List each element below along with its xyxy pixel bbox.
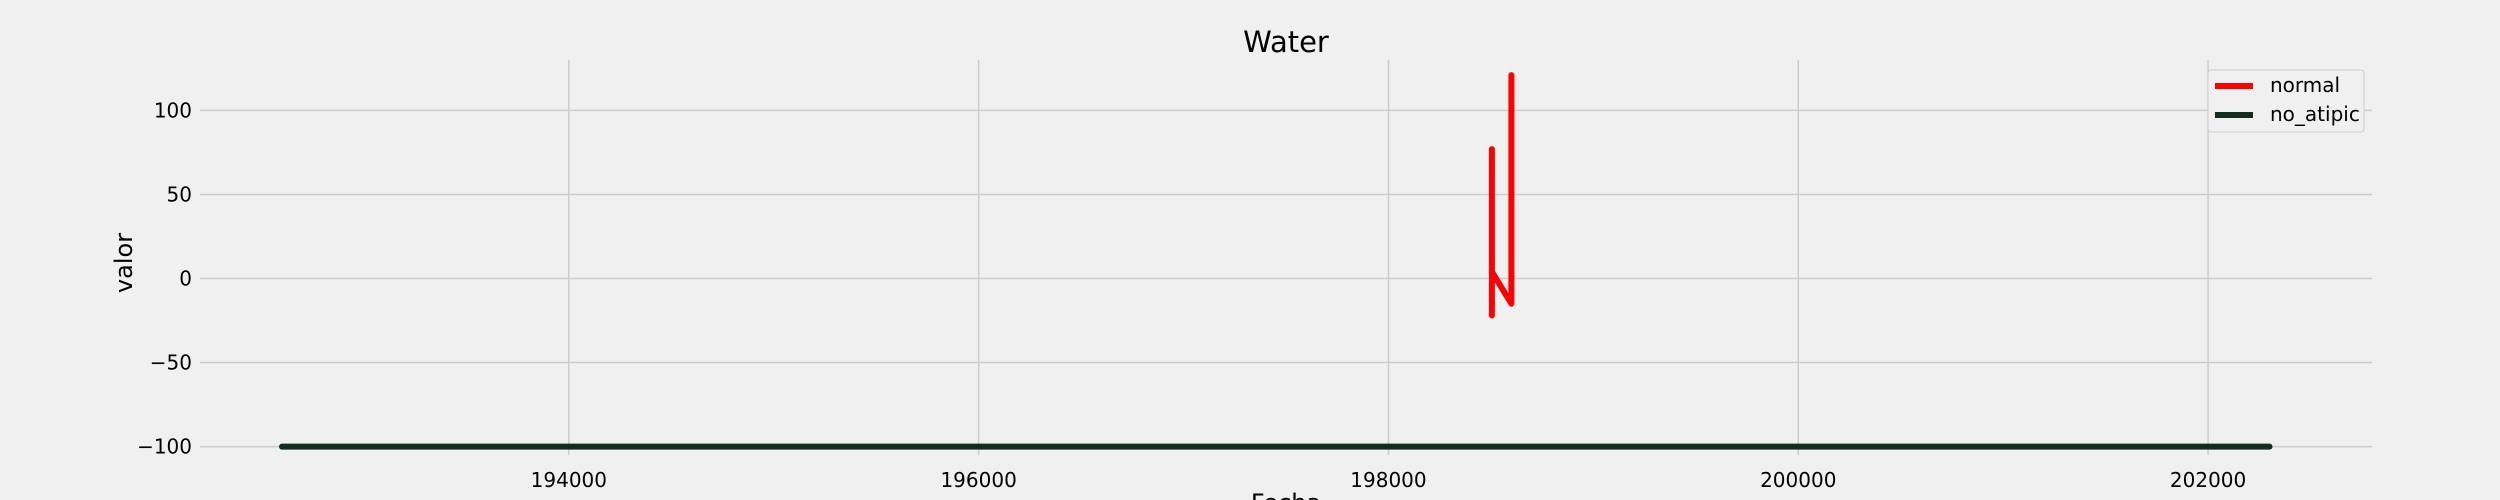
x-tick-label: 200000 [1760, 468, 1836, 492]
x-tick-label: 196000 [940, 468, 1016, 492]
y-tick-label: −50 [150, 351, 192, 375]
x-tick-label: 198000 [1350, 468, 1426, 492]
legend-label-normal: normal [2270, 73, 2340, 97]
legend-label-no-atipic: no_atipic [2270, 102, 2360, 126]
y-axis-label: valor [110, 233, 138, 293]
y-tick-label: 0 [179, 267, 192, 291]
plot-area [200, 60, 2372, 455]
x-tick-label: 194000 [531, 468, 607, 492]
y-tick-label: 50 [167, 182, 192, 206]
series-line-normal [1488, 72, 1515, 319]
x-tick-label: 202000 [2170, 468, 2246, 492]
x-axis-label: Fecha [1251, 489, 1321, 500]
series-layer [279, 72, 2273, 450]
chart-title: Water [1243, 25, 1329, 59]
legend: normal no_atipic [2207, 69, 2365, 133]
y-tick-label: −100 [137, 435, 192, 459]
y-tick-label: 100 [154, 98, 192, 122]
tick-labels: 194000 196000 198000 200000 202000 −100 −50 0 50… [137, 98, 2246, 492]
